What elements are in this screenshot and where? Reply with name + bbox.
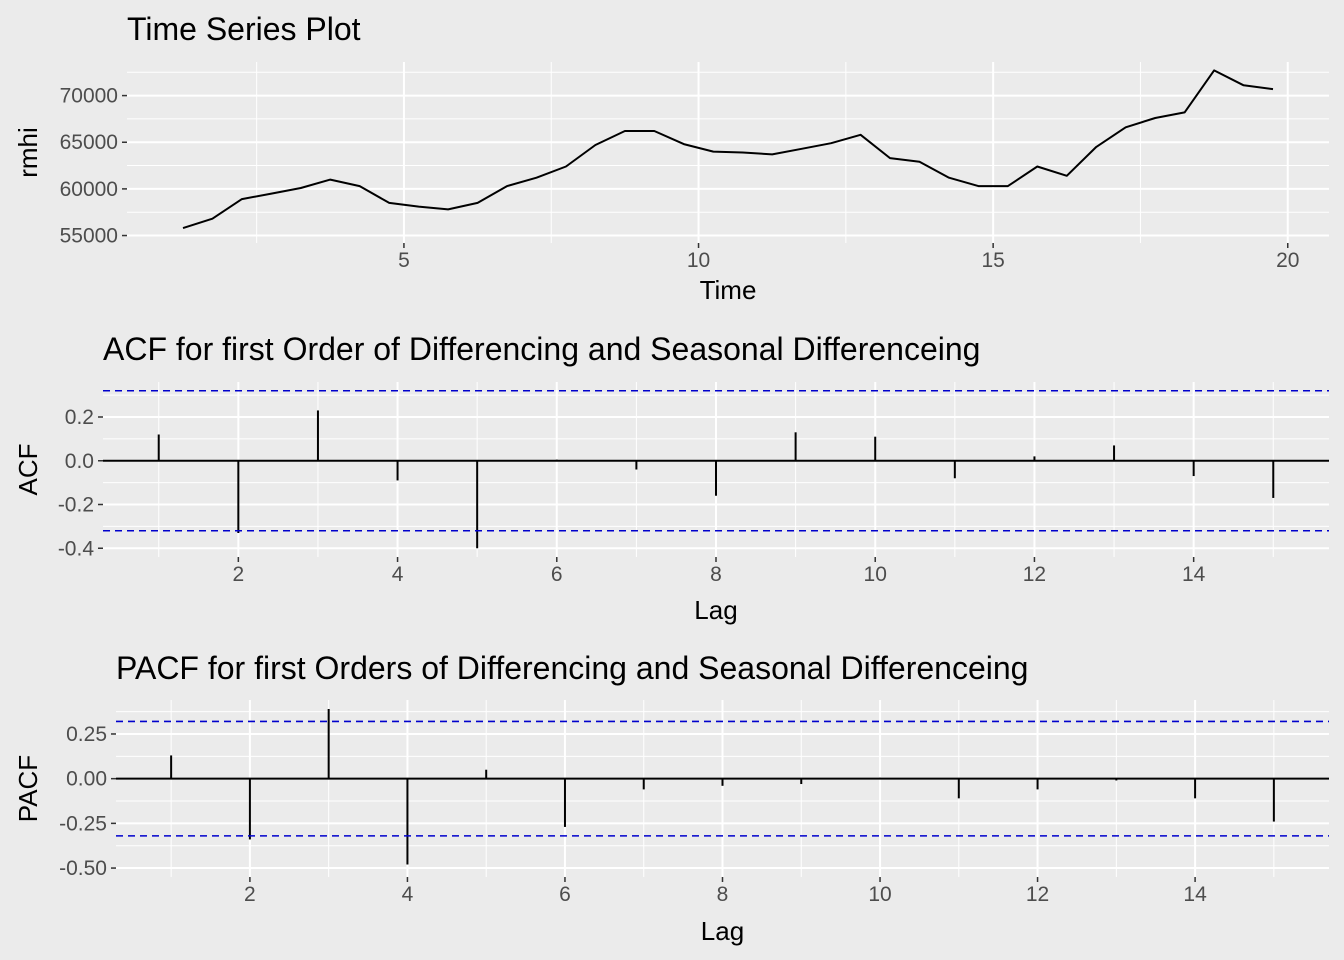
chart-panel-1: 5 10 15 20 55000 60000 65000 70000 Time Series P… — [13, 11, 1329, 305]
x-tick-label: 6 — [551, 563, 563, 586]
x-tick-label: 4 — [392, 563, 404, 586]
y-tick-label: 55000 — [60, 225, 118, 248]
y-tick-label: 0.00 — [66, 768, 107, 791]
gridlines — [116, 700, 1329, 877]
x-axis-title: Lag — [694, 595, 737, 625]
y-tick-label: 60000 — [60, 178, 118, 201]
y-tick-label: -0.4 — [58, 537, 95, 560]
y-axis-title: PACF — [13, 755, 43, 822]
chart-panel-2: 2 4 6 8 10 12 14 -0.4 -0.2 0.0 0.2 ACF for first Or… — [13, 331, 1329, 625]
x-tick-label: 14 — [1183, 883, 1207, 906]
x-tick-label: 10 — [864, 563, 887, 586]
gridlines — [127, 62, 1329, 243]
y-tick-label: -0.2 — [58, 494, 94, 517]
series-line — [182, 69, 1274, 230]
y-tick-label: -0.50 — [59, 857, 107, 880]
x-tick-label: 8 — [710, 563, 722, 586]
y-axis-title: rmhi — [13, 127, 43, 178]
x-tick-label: 10 — [868, 883, 891, 906]
y-tick-label: 0.25 — [66, 723, 107, 746]
chart-title: PACF for first Orders of Differencing an… — [116, 650, 1028, 686]
x-tick-label: 12 — [1026, 883, 1049, 906]
y-tick-label: 0.0 — [65, 450, 94, 473]
x-axis-title: Lag — [701, 916, 744, 946]
x-tick-label: 12 — [1023, 563, 1046, 586]
x-tick-label: 20 — [1276, 249, 1299, 272]
x-tick-label: 2 — [244, 883, 256, 906]
x-tick-label: 14 — [1182, 563, 1206, 586]
chart-title: Time Series Plot — [127, 11, 361, 47]
y-tick-label: 0.2 — [65, 406, 94, 429]
y-tick-label: 70000 — [60, 85, 118, 108]
chart-panel-3: 2 4 6 8 10 12 14 -0.50 -0.25 0.00 0.25 PACF for fir… — [13, 650, 1329, 946]
y-axis-title: ACF — [13, 444, 43, 496]
x-axis-title: Time — [700, 275, 757, 305]
x-tick-label: 5 — [398, 249, 410, 272]
y-tick-label: 65000 — [60, 131, 118, 154]
x-tick-label: 10 — [687, 249, 710, 272]
x-tick-label: 4 — [402, 883, 414, 906]
x-tick-label: 15 — [981, 249, 1004, 272]
y-tick-label: -0.25 — [59, 812, 107, 835]
chart-title: ACF for first Order of Differencing and … — [103, 331, 980, 367]
x-tick-label: 2 — [232, 563, 244, 586]
x-tick-label: 6 — [559, 883, 571, 906]
x-tick-label: 8 — [717, 883, 729, 906]
